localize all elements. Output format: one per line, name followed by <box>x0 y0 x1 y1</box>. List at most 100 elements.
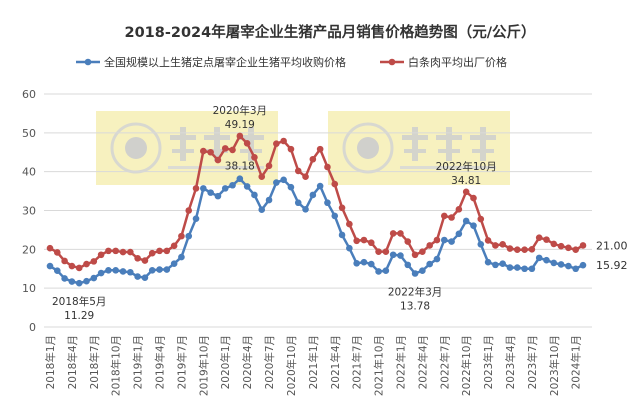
data-point <box>528 265 536 273</box>
data-point <box>75 279 83 287</box>
data-point <box>316 182 324 190</box>
data-point <box>492 242 499 249</box>
annotations: 2018年5月 11.29 2020年3月 49.19 38.18 2022年3月 13.7… <box>52 104 627 322</box>
chart-title: 2018-2024年屠宰企业生猪产品月销售价格趋势图（元/公斤） <box>124 23 535 41</box>
data-point <box>338 204 346 212</box>
data-point <box>46 262 54 270</box>
x-tick-label: 2023年1月 <box>482 335 495 389</box>
data-point <box>411 251 419 259</box>
data-point <box>550 240 558 248</box>
watermarks <box>96 111 510 185</box>
data-point <box>375 268 382 275</box>
data-point <box>221 145 229 152</box>
data-point <box>97 269 105 277</box>
x-tick-label: 2018年7月 <box>88 335 101 389</box>
data-point <box>214 156 222 164</box>
data-point <box>287 183 295 191</box>
data-point <box>178 232 185 240</box>
data-point <box>324 163 331 171</box>
x-tick-label: 2019年10月 <box>197 335 210 396</box>
data-point <box>294 199 302 207</box>
data-point <box>214 192 222 200</box>
data-point <box>455 206 463 213</box>
x-tick-label: 2018年4月 <box>66 335 79 389</box>
annotation-label: 2020年3月 <box>213 104 267 117</box>
data-point <box>112 247 120 255</box>
series-0 <box>46 175 587 287</box>
data-point <box>557 261 565 268</box>
data-point <box>419 248 426 255</box>
series-layer <box>46 132 587 287</box>
data-point <box>513 246 521 254</box>
x-tick-label: 2019年1月 <box>132 335 145 389</box>
data-point <box>127 248 134 256</box>
y-tick-label: 40 <box>22 166 36 179</box>
data-point <box>134 273 141 280</box>
data-point <box>462 188 470 196</box>
data-point <box>163 266 171 273</box>
data-point <box>448 238 455 245</box>
data-point <box>90 274 98 282</box>
x-tick-label: 2022年1月 <box>394 335 407 389</box>
data-point <box>229 146 236 154</box>
series-line <box>49 176 584 285</box>
x-tick-label: 2023年7月 <box>526 335 539 389</box>
data-point <box>389 251 397 259</box>
data-point <box>243 183 251 190</box>
data-point <box>316 145 324 153</box>
data-point <box>185 207 193 214</box>
data-point <box>353 237 360 245</box>
data-point <box>61 257 68 265</box>
y-tick-label: 10 <box>22 282 36 295</box>
data-point <box>324 199 331 207</box>
annotation-value: 38.18 <box>225 161 255 173</box>
data-point <box>200 185 207 192</box>
data-point <box>207 148 214 156</box>
data-point <box>251 153 258 161</box>
x-tick-label: 2022年7月 <box>438 335 451 389</box>
data-point <box>557 242 565 250</box>
data-point <box>61 275 68 282</box>
data-point <box>141 257 149 264</box>
x-tick-label: 2022年4月 <box>416 335 429 389</box>
data-point <box>163 247 171 255</box>
data-point <box>565 244 572 252</box>
data-point <box>404 261 412 269</box>
data-point <box>90 258 98 265</box>
data-point <box>470 222 477 229</box>
x-tick-label: 2021年4月 <box>329 335 342 389</box>
data-annotation: 15.92 <box>596 259 627 272</box>
data-point <box>419 267 426 274</box>
data-point <box>119 248 127 256</box>
data-point <box>448 214 455 221</box>
x-tick-label: 2023年10月 <box>548 335 561 396</box>
legend-item-1: 白条肉平均出厂价格 <box>380 55 507 69</box>
data-point <box>338 231 346 239</box>
annotation-value: 34.81 <box>451 175 481 187</box>
data-point <box>170 242 178 250</box>
data-point <box>499 260 506 268</box>
x-tick-label: 2018年1月 <box>44 335 57 389</box>
y-tick-label: 20 <box>22 243 36 256</box>
x-tick-label: 2021年10月 <box>373 335 386 396</box>
data-point <box>105 247 112 255</box>
x-tick-label: 2022年10月 <box>460 335 473 396</box>
data-point <box>382 267 390 274</box>
data-point <box>258 206 266 214</box>
data-point <box>404 238 412 245</box>
data-point <box>367 239 375 247</box>
grid: 0 10 20 30 40 50 60 <box>22 88 592 334</box>
y-tick-label: 30 <box>22 205 36 218</box>
data-point <box>54 267 61 274</box>
data-point <box>477 215 485 223</box>
data-point <box>309 155 317 163</box>
data-point <box>535 254 543 262</box>
data-point <box>397 230 404 237</box>
data-point <box>543 236 550 243</box>
data-annotation: 2020年3月 49.19 <box>213 104 267 131</box>
data-point <box>455 230 463 238</box>
watermark-logo <box>96 111 278 185</box>
legend-label: 全国规模以上生猪定点屠宰企业生猪平均收购价格 <box>104 55 346 69</box>
data-point <box>221 185 229 192</box>
data-point <box>236 132 244 140</box>
